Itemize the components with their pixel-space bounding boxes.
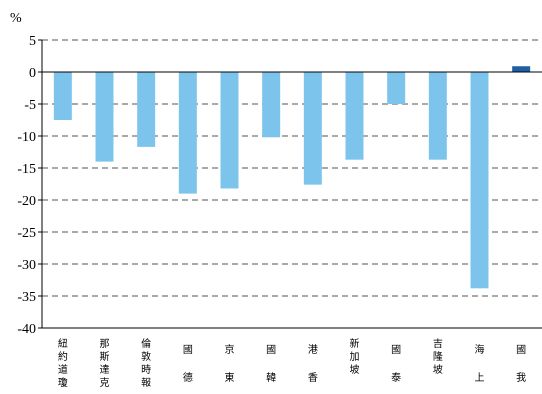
category-char: 道: [58, 363, 68, 376]
category-char: 克: [100, 377, 110, 389]
category-label: 港香: [308, 344, 318, 384]
category-char: 加: [350, 351, 360, 363]
bar: [303, 72, 322, 185]
bar: [512, 66, 531, 72]
category-label: 新加坡: [350, 337, 360, 376]
axes: [41, 40, 542, 329]
category-char: 報: [141, 377, 151, 389]
y-tick-label: -30: [17, 258, 36, 273]
bar: [262, 72, 281, 138]
category-char: 達: [100, 364, 110, 376]
category-char: 我: [516, 372, 526, 384]
category-char: 國: [266, 344, 276, 356]
category-char: 東: [225, 371, 235, 384]
category-char: 坡: [350, 363, 360, 376]
category-label: 國德: [183, 344, 193, 384]
y-axis-ticks: 5 0 -5 -10 -15 -20 -25 -30 -35 -40: [17, 34, 42, 337]
y-tick-label: -15: [17, 162, 36, 177]
y-tick-label: -35: [17, 290, 36, 305]
bars: [53, 66, 531, 289]
category-char: 坡: [433, 363, 443, 376]
bar: [53, 72, 72, 120]
category-label: 國韓: [266, 344, 276, 384]
y-tick-label: -10: [17, 130, 36, 145]
category-char: 香: [308, 372, 318, 384]
bar: [345, 72, 364, 160]
category-char: 敦: [141, 350, 151, 363]
category-char: 港: [308, 344, 318, 356]
category-char: 國: [516, 344, 526, 356]
bar: [95, 72, 114, 162]
category-char: 國: [183, 344, 193, 356]
category-char: 斯: [100, 350, 110, 363]
category-char: 約: [58, 350, 68, 363]
category-label: 海上: [475, 343, 485, 384]
category-char: 泰: [391, 371, 401, 384]
y-tick-label: -5: [24, 98, 36, 113]
y-tick-label: -20: [17, 194, 36, 209]
y-tick-label: -40: [17, 322, 36, 337]
bar: [220, 72, 239, 189]
y-tick-label: -25: [17, 226, 36, 241]
category-label: 京東: [225, 343, 235, 384]
category-label: 國我: [516, 344, 526, 384]
category-char: 吉: [433, 338, 443, 350]
category-char: 德: [183, 371, 193, 384]
bar: [470, 72, 489, 289]
y-tick-label: 5: [29, 34, 36, 49]
category-char: 新: [350, 337, 360, 350]
category-char: 國: [391, 344, 401, 356]
gridlines: [42, 39, 542, 297]
category-char: 紐: [58, 337, 68, 350]
category-char: 那: [100, 338, 110, 350]
category-char: 京: [225, 343, 235, 356]
bar: [387, 72, 406, 104]
y-tick-label: 0: [29, 66, 36, 81]
category-char: 上: [475, 372, 485, 384]
bar: [137, 72, 156, 147]
category-label: 吉隆坡: [433, 338, 443, 376]
category-label: 國泰: [391, 344, 401, 384]
y-unit-label: %: [10, 11, 22, 26]
category-char: 時: [141, 364, 151, 376]
category-char: 倫: [141, 337, 151, 350]
category-char: 韓: [266, 372, 276, 384]
bar: [178, 72, 197, 194]
category-char: 隆: [433, 350, 443, 363]
bar: [428, 72, 447, 160]
category-char: 瓊: [58, 376, 68, 389]
category-char: 海: [475, 343, 485, 356]
